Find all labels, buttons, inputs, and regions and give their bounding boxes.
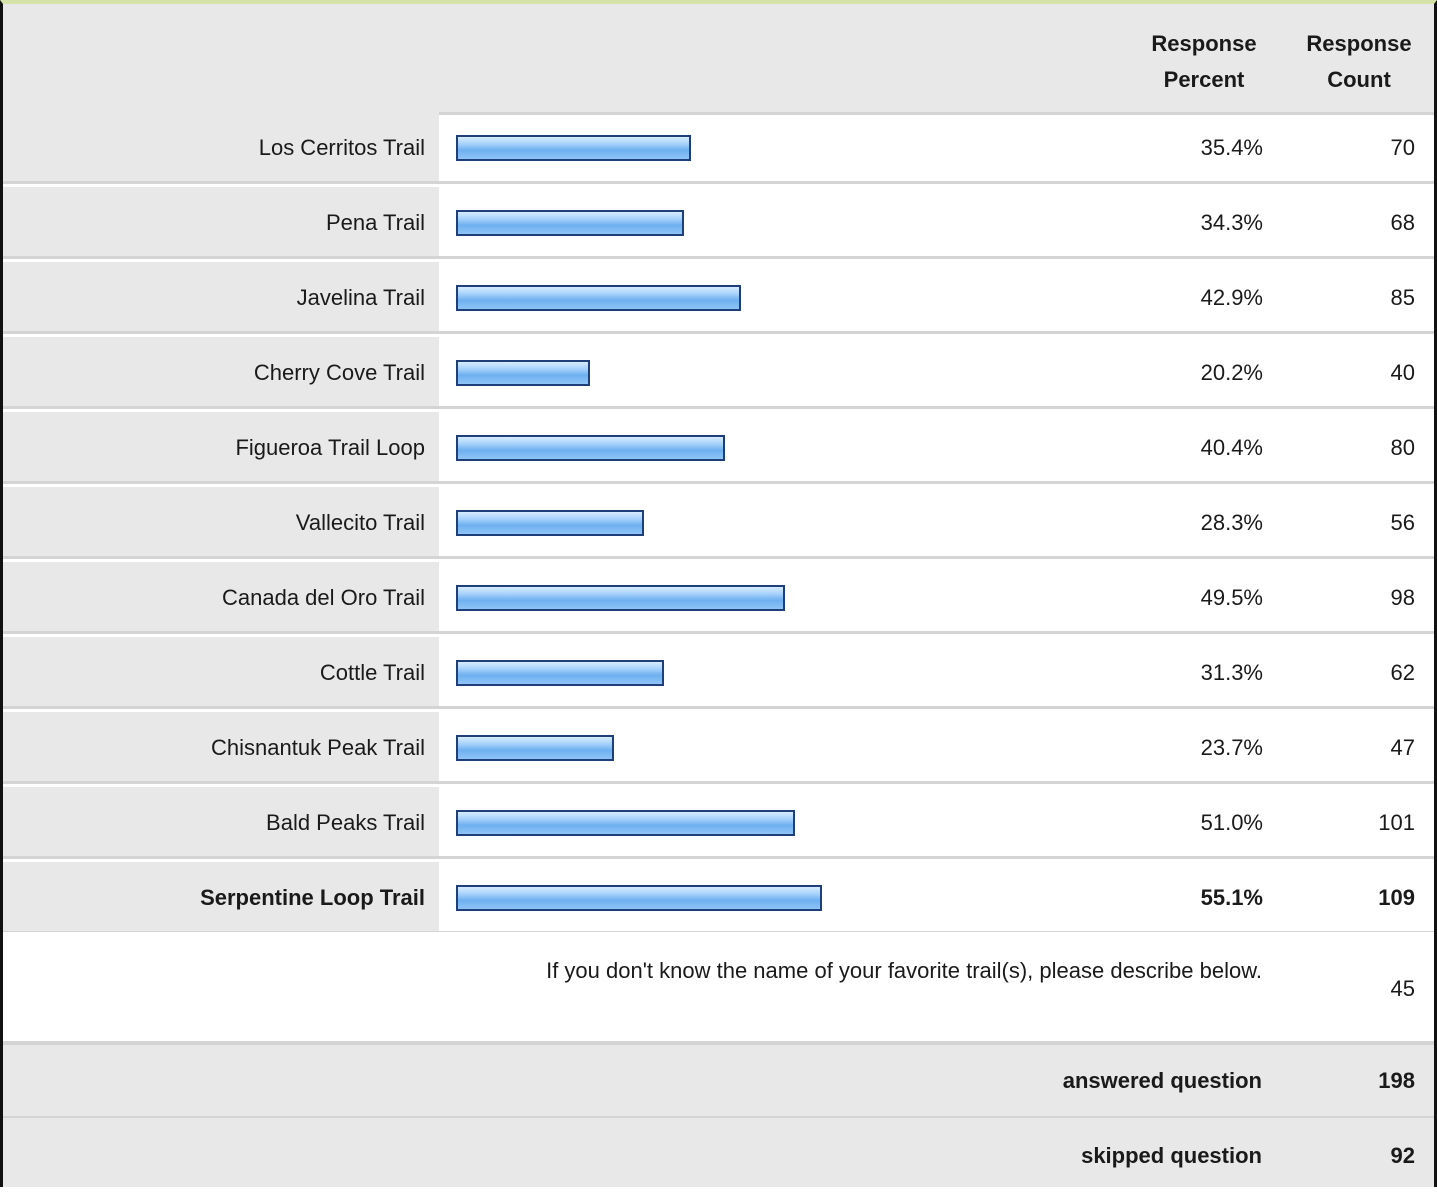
- response-bar: [456, 435, 725, 461]
- response-count-value: 62: [1390, 660, 1415, 685]
- table-row: Pena Trail 34.3% 68: [3, 187, 1434, 259]
- response-count-value: 47: [1390, 735, 1415, 760]
- response-percent-value: 49.5%: [1200, 585, 1263, 610]
- table-row: Figueroa Trail Loop 40.4% 80: [3, 412, 1434, 484]
- row-label-cell: Serpentine Loop Trail: [3, 862, 439, 931]
- response-bar: [456, 135, 691, 161]
- answered-row: answered question 198: [3, 1045, 1434, 1117]
- trail-name-label: Canada del Oro Trail: [222, 585, 425, 610]
- row-label-cell: Pena Trail: [3, 187, 439, 256]
- answered-question-label: answered question: [1062, 1068, 1262, 1093]
- response-bar: [456, 735, 614, 761]
- table-row: Chisnantuk Peak Trail 23.7% 47: [3, 712, 1434, 784]
- trail-name-label: Cottle Trail: [319, 660, 425, 685]
- response-count-value: 56: [1390, 510, 1415, 535]
- trail-name-label: Vallecito Trail: [295, 510, 425, 535]
- table-row: Bald Peaks Trail 51.0% 101: [3, 787, 1434, 859]
- response-count-value: 80: [1390, 435, 1415, 460]
- response-bar: [456, 585, 785, 611]
- response-count-value: 85: [1390, 285, 1415, 310]
- row-label-cell: Cherry Cove Trail: [3, 337, 439, 406]
- response-bar: [456, 885, 822, 911]
- response-percent-value: 23.7%: [1200, 735, 1263, 760]
- trail-name-label: Serpentine Loop Trail: [200, 885, 425, 910]
- response-bar: [456, 210, 684, 236]
- table-row: Canada del Oro Trail 49.5% 98: [3, 562, 1434, 634]
- table-row: Vallecito Trail 28.3% 56: [3, 487, 1434, 559]
- response-count-value: 98: [1390, 585, 1415, 610]
- response-count-value: 70: [1390, 135, 1415, 160]
- trail-name-label: Javelina Trail: [296, 285, 425, 310]
- response-count-value: 109: [1378, 885, 1415, 910]
- response-percent-value: 40.4%: [1200, 435, 1263, 460]
- trail-name-label: Los Cerritos Trail: [258, 135, 425, 160]
- other-response-text: If you don't know the name of your favor…: [546, 958, 1262, 983]
- response-bar: [456, 360, 590, 386]
- row-label-cell: Chisnantuk Peak Trail: [3, 712, 439, 781]
- response-percent-value: 20.2%: [1200, 360, 1263, 385]
- skipped-question-value: 92: [1390, 1143, 1415, 1168]
- trail-name-label: Cherry Cove Trail: [253, 360, 425, 385]
- response-percent-value: 51.0%: [1200, 810, 1263, 835]
- response-percent-value: 31.3%: [1200, 660, 1263, 685]
- trail-name-label: Chisnantuk Peak Trail: [211, 735, 425, 760]
- table-header: Response Percent Response Count: [3, 4, 1434, 115]
- response-percent-value: 34.3%: [1200, 210, 1263, 235]
- response-count-value: 68: [1390, 210, 1415, 235]
- row-label-cell: Vallecito Trail: [3, 487, 439, 556]
- skipped-question-label: skipped question: [1081, 1143, 1262, 1168]
- summary-divider: [3, 1116, 1434, 1118]
- trail-name-label: Pena Trail: [325, 210, 425, 235]
- answered-question-value: 198: [1378, 1068, 1415, 1093]
- response-percent-value: 28.3%: [1200, 510, 1263, 535]
- trail-name-label: Figueroa Trail Loop: [235, 435, 425, 460]
- response-count-value: 40: [1390, 360, 1415, 385]
- response-bar: [456, 285, 741, 311]
- response-count-header: Response Count: [1306, 31, 1412, 92]
- row-label-cell: Bald Peaks Trail: [3, 787, 439, 856]
- response-count-value: 101: [1378, 810, 1415, 835]
- row-label-cell: Javelina Trail: [3, 262, 439, 331]
- other-response-row: If you don't know the name of your favor…: [3, 932, 1434, 1045]
- row-label-cell: Figueroa Trail Loop: [3, 412, 439, 481]
- response-bar: [456, 660, 664, 686]
- response-percent-header: Response Percent: [1151, 31, 1257, 92]
- row-label-cell: Los Cerritos Trail: [3, 112, 439, 181]
- response-bar: [456, 510, 644, 536]
- table-row: Cherry Cove Trail 20.2% 40: [3, 337, 1434, 409]
- table-row: Javelina Trail 42.9% 85: [3, 262, 1434, 334]
- response-bar: [456, 810, 795, 836]
- response-percent-value: 42.9%: [1200, 285, 1263, 310]
- table-row: Serpentine Loop Trail 55.1% 109: [3, 862, 1434, 934]
- other-response-count: 45: [1390, 976, 1415, 1001]
- response-percent-value: 55.1%: [1200, 885, 1263, 910]
- response-percent-value: 35.4%: [1200, 135, 1263, 160]
- skipped-row: skipped question 92: [3, 1118, 1434, 1187]
- row-label-cell: Cottle Trail: [3, 637, 439, 706]
- trail-name-label: Bald Peaks Trail: [266, 810, 425, 835]
- table-row: Los Cerritos Trail 35.4% 70: [3, 112, 1434, 184]
- row-label-cell: Canada del Oro Trail: [3, 562, 439, 631]
- table-row: Cottle Trail 31.3% 62: [3, 637, 1434, 709]
